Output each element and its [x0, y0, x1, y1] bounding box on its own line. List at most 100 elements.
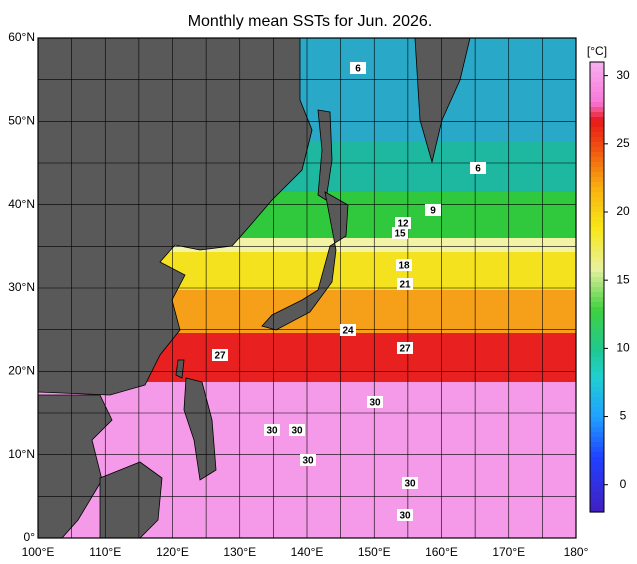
contour-label-bg: [397, 342, 413, 354]
lat-tick-label: 40°N: [8, 197, 35, 211]
lon-tick-label: 110°E: [89, 545, 121, 559]
colorbar-cell: [590, 62, 604, 68]
lon-tick-label: 140°E: [291, 545, 324, 559]
colorbar-cell: [590, 332, 604, 338]
colorbar: 0 5 10 15 20 25 30: [589, 61, 630, 513]
colorbar-cell: [590, 477, 604, 483]
colorbar-cell: [590, 422, 604, 428]
colorbar-cell: [590, 467, 604, 473]
colorbar-cell: [590, 72, 604, 78]
colorbar-cell: [590, 437, 604, 443]
colorbar-cell: [590, 452, 604, 458]
colorbar-cell: [590, 252, 604, 258]
colorbar-cell: [590, 297, 604, 303]
colorbar-cell: [590, 432, 604, 438]
contour-label-bg: [264, 424, 280, 436]
colorbar-cell: [590, 177, 604, 183]
contour-label: 12: [397, 219, 409, 230]
colorbar-cell: [590, 292, 604, 298]
colorbar-frame: [589, 61, 605, 513]
colorbar-cell: [590, 312, 604, 318]
contour-label-bg: [392, 227, 408, 239]
colorbar-cell: [590, 147, 604, 153]
colorbar-cell: [590, 247, 604, 253]
colorbar-cell: [590, 82, 604, 88]
colorbar-cell: [590, 407, 604, 413]
colorbar-cell: [590, 132, 604, 138]
colorbar-tick-label: 5: [620, 409, 627, 423]
colorbar-cell: [590, 232, 604, 238]
land: [38, 38, 471, 538]
colorbar-cell: [590, 497, 604, 503]
lat-tick-label: 60°N: [8, 30, 35, 44]
contour-label: 30: [399, 511, 411, 522]
colorbar-cell: [590, 417, 604, 423]
lon-tick-label: 160°E: [425, 545, 458, 559]
colorbar-cell: [590, 502, 604, 508]
colorbar-cell: [590, 372, 604, 378]
contour-label-bg: [397, 509, 413, 521]
map-title: Monthly mean SSTs for Jun. 2026.: [188, 13, 433, 30]
colorbar-cell: [590, 182, 604, 188]
colorbar-cell: [590, 382, 604, 388]
contour-label-bg: [402, 477, 418, 489]
colorbar-cell: [590, 482, 604, 488]
lat-tick-label: 20°N: [8, 364, 35, 378]
lat-tick-label: 50°N: [8, 114, 35, 128]
colorbar-tick-label: 10: [616, 341, 630, 355]
contour-label: 30: [404, 479, 416, 490]
colorbar-cell: [590, 197, 604, 203]
asia-mainland: [38, 38, 313, 396]
contour-label: 9: [430, 206, 436, 217]
contour-label: 30: [302, 456, 314, 467]
colorbar-cell: [590, 167, 604, 173]
colorbar-cell: [590, 187, 604, 193]
colorbar-tick-label: 30: [616, 68, 630, 82]
colorbar-cell: [590, 462, 604, 468]
colorbar-cell: [590, 227, 604, 233]
colorbar-cell: [590, 112, 604, 118]
colorbar-cell: [590, 262, 604, 268]
colorbar-cell: [590, 387, 604, 393]
colorbar-cell: [590, 277, 604, 283]
colorbar-cell: [590, 217, 604, 223]
colorbar-cell: [590, 117, 604, 123]
colorbar-cell: [590, 362, 604, 368]
contour-label-bg: [395, 217, 411, 229]
contour-label: 27: [214, 351, 226, 362]
colorbar-cell: [590, 412, 604, 418]
contour-label-bg: [470, 162, 486, 174]
contour-label: 30: [291, 426, 303, 437]
colorbar-tick-label: 0: [620, 477, 627, 491]
colorbar-cell: [590, 237, 604, 243]
colorbar-cell: [590, 457, 604, 463]
colorbar-cell: [590, 287, 604, 293]
colorbar-cell: [590, 442, 604, 448]
colorbar-cell: [590, 447, 604, 453]
colorbar-cell: [590, 472, 604, 478]
colorbar-cell: [590, 322, 604, 328]
contour-label-bg: [212, 349, 228, 361]
colorbar-cell: [590, 352, 604, 358]
contour-label: 6: [475, 164, 481, 175]
japan: [261, 191, 349, 331]
lon-tick-label: 100°E: [22, 545, 55, 559]
colorbar-cell: [590, 212, 604, 218]
colorbar-cell: [590, 397, 604, 403]
colorbar-cell: [590, 487, 604, 493]
colorbar-cell: [590, 317, 604, 323]
lat-tick-label: 10°N: [8, 447, 35, 461]
colorbar-cell: [590, 77, 604, 83]
kamchatka: [414, 38, 471, 164]
colorbar-cell: [590, 202, 604, 208]
contour-label-bg: [396, 259, 412, 271]
contour-label-bg: [367, 396, 383, 408]
colorbar-cell: [590, 157, 604, 163]
contour-label: 18: [398, 261, 410, 272]
colorbar-cell: [590, 272, 604, 278]
colorbar-cell: [590, 337, 604, 343]
colorbar-cell: [590, 392, 604, 398]
